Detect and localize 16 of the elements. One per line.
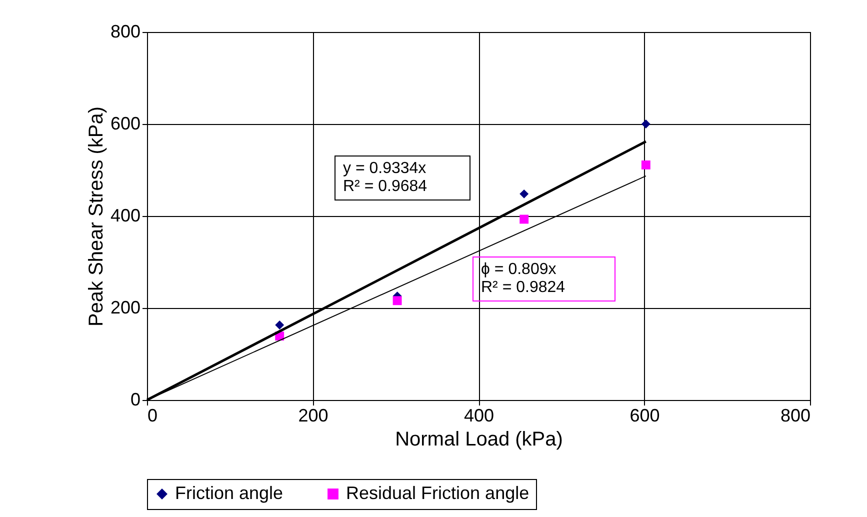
- annotation: y = 0.9334x R² = 0.9684: [343, 160, 428, 195]
- x-tick-label: 600: [630, 406, 660, 426]
- x-tick-label: 800: [780, 406, 810, 426]
- y-tick-label: 200: [110, 298, 140, 318]
- legend-label: Residual Friction angle: [346, 483, 530, 503]
- y-tick-label: 800: [110, 22, 140, 42]
- x-axis-title: Normal Load (kPa): [395, 428, 563, 450]
- annotation: ϕ = 0.809x R² = 0.9824: [481, 261, 566, 296]
- legend-label: Friction angle: [175, 483, 284, 503]
- x-tick-label: 0: [148, 406, 158, 426]
- y-tick-label: 600: [110, 114, 140, 134]
- y-tick-label: 0: [130, 390, 140, 410]
- x-tick-label: 200: [298, 406, 328, 426]
- x-tick-label: 400: [464, 406, 494, 426]
- y-tick-label: 400: [110, 206, 140, 226]
- y-axis-title: Peak Shear Stress (kPa): [85, 106, 108, 327]
